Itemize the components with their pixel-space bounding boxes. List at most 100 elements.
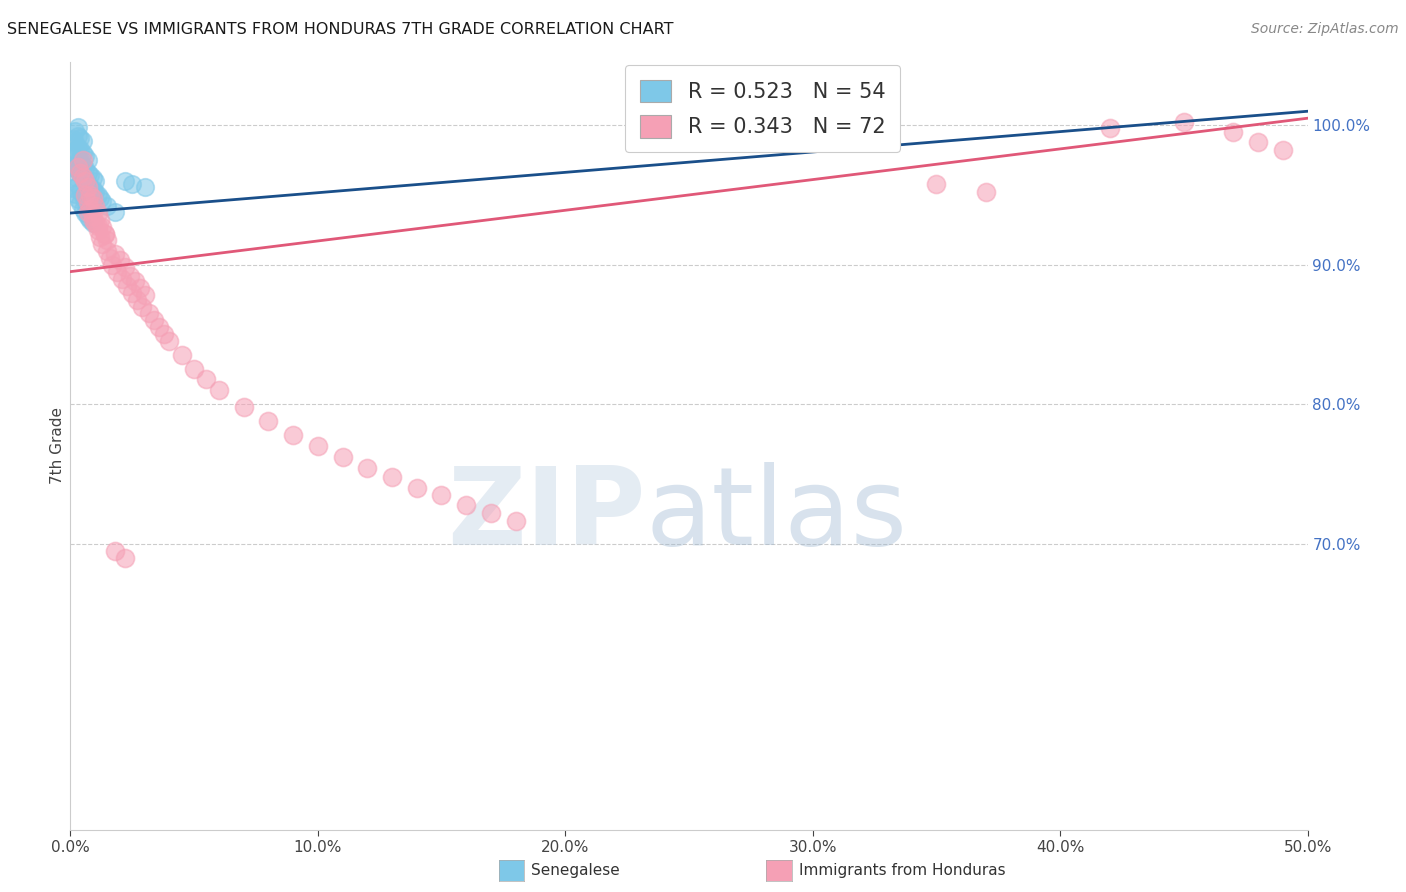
Point [82,213,104,227]
Point [381,469,404,483]
Point [96,199,118,213]
Point [138,306,160,320]
Point [72,159,94,173]
Point [75,194,97,208]
Point [76,166,98,180]
Point [94,227,117,241]
Point [925,177,948,191]
Text: Senegalese: Senegalese [531,863,620,878]
Point [118,268,141,283]
Point [148,320,170,334]
Point [72,146,94,161]
Point [307,439,329,453]
Text: SENEGALESE VS IMMIGRANTS FROM HONDURAS 7TH GRADE CORRELATION CHART: SENEGALESE VS IMMIGRANTS FROM HONDURAS 7… [7,22,673,37]
Point [143,313,166,327]
Point [65,124,87,138]
Point [66,120,89,134]
Point [72,153,94,167]
Point [69,154,91,169]
Point [69,166,91,180]
Point [69,184,91,198]
Legend: R = 0.523   N = 54, R = 0.343   N = 72: R = 0.523 N = 54, R = 0.343 N = 72 [626,65,900,153]
Point [72,202,94,216]
Point [405,481,427,495]
Point [72,134,94,148]
Text: Source: ZipAtlas.com: Source: ZipAtlas.com [1251,22,1399,37]
Point [114,174,136,188]
Point [86,223,108,237]
Point [65,157,87,171]
Point [79,169,101,183]
Point [195,372,218,386]
Point [62,146,84,161]
Point [84,199,107,213]
Point [86,206,108,220]
Point [79,202,101,216]
Point [124,274,146,288]
Point [281,427,304,442]
Point [108,253,131,268]
Point [104,543,127,558]
Point [479,506,502,520]
Point [1222,125,1244,139]
Point [94,227,117,241]
Point [96,244,118,258]
Point [75,161,97,176]
Point [114,550,136,565]
Point [1173,115,1195,129]
Point [62,132,84,146]
Point [153,327,176,342]
Point [66,162,89,177]
Point [72,169,94,184]
Point [208,383,231,397]
Point [104,246,127,260]
Point [65,135,87,149]
Point [356,461,378,475]
Point [72,189,94,203]
Point [121,285,143,300]
Point [104,204,127,219]
Point [76,204,98,219]
Y-axis label: 7th Grade: 7th Grade [49,408,65,484]
Point [430,488,453,502]
Point [131,300,153,314]
Point [75,174,97,188]
Point [1247,135,1270,149]
Point [91,194,114,208]
Point [121,177,143,191]
Point [105,265,128,279]
Point [183,362,205,376]
Point [114,260,136,275]
Point [66,192,89,206]
Point [65,186,87,201]
Point [89,191,111,205]
Point [84,185,107,199]
Point [257,414,280,428]
Point [232,400,254,414]
Point [66,160,89,174]
Point [69,142,91,156]
Point [115,278,138,293]
Point [974,185,997,199]
Point [134,179,156,194]
Point [89,213,111,227]
Text: Immigrants from Honduras: Immigrants from Honduras [799,863,1005,878]
Point [79,188,101,202]
Point [76,177,98,191]
Text: atlas: atlas [645,462,908,568]
Point [66,178,89,193]
Point [111,271,134,285]
Point [75,206,97,220]
Text: ZIP: ZIP [447,462,645,568]
Point [82,209,104,223]
Point [76,153,98,167]
Point [1271,144,1294,158]
Point [91,236,114,251]
Point [62,160,84,174]
Point [62,181,84,195]
Point [91,220,114,235]
Point [82,182,104,196]
Point [75,174,97,188]
Point [505,514,527,528]
Point [65,169,87,184]
